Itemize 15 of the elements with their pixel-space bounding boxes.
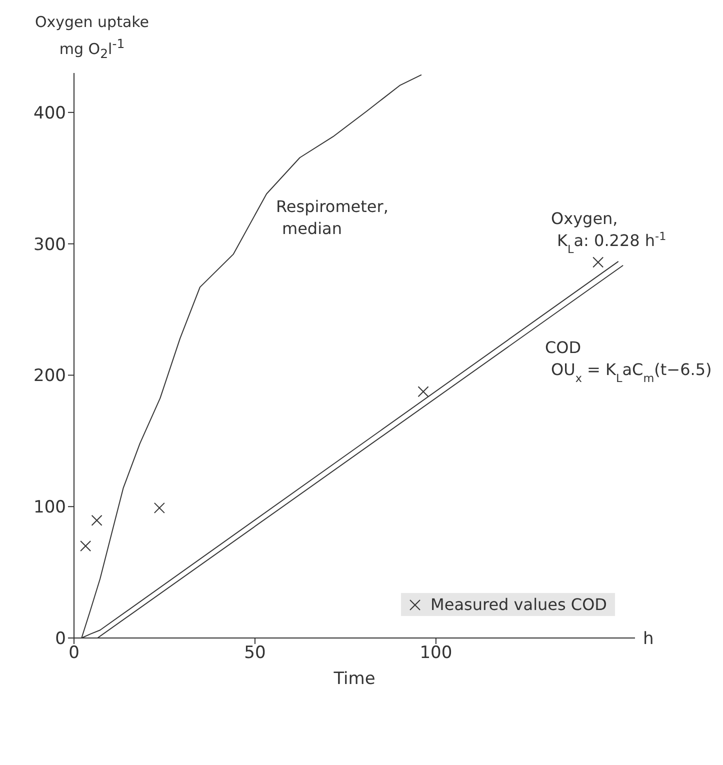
y-axis-title: Oxygen uptake mg O$_{2}$l$^{-1}$ [34,12,150,63]
x-tick-label: 0 [68,643,80,664]
x-tick-label: 100 [420,643,452,664]
y-tick-label: 100 [34,498,66,518]
y-tick-label: 0 [55,629,66,650]
x-axis-title: Time [332,669,376,689]
y-tick-label: 400 [34,103,66,124]
x-tick-label: 50 [244,643,266,664]
text: h [643,629,654,650]
y-tick-label: 300 [34,234,66,255]
y-tick-label: 200 [34,366,66,386]
annotation: Respirometer, median [276,197,388,238]
annotation: Oxygen, K$_{L}$a: 0.228 h$^{-1}$ [550,208,666,256]
annotation: COD OU$_{x}$ = K$_{L}$aC$_{m}$(t−6.5) [545,338,712,385]
legend-label: Measured values COD [430,595,607,614]
